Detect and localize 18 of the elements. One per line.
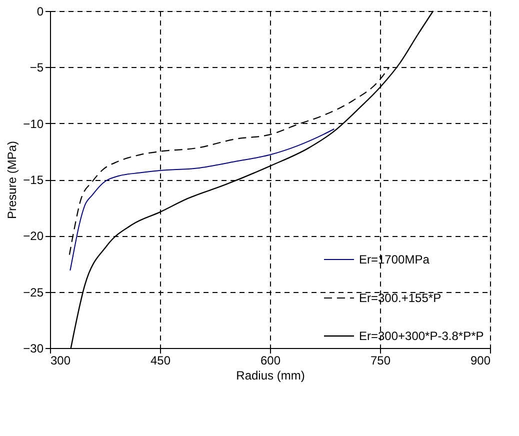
y-tick-label: −15	[23, 173, 44, 187]
x-axis-title: Radius (mm)	[236, 368, 305, 382]
x-tick-label: 750	[370, 354, 391, 368]
y-axis-title: Presure (MPa)	[5, 140, 20, 220]
x-tick-label: 450	[150, 354, 171, 368]
x-tick-label: 300	[50, 354, 71, 368]
x-tick-label: 900	[470, 354, 491, 368]
legend-label: Er=300.+155*P	[359, 291, 442, 305]
legend-label: Er=300+300*P-3.8*P*P	[359, 329, 484, 343]
line-series	[70, 128, 335, 271]
y-tick-label: 0	[36, 4, 44, 18]
y-tick-label: −25	[23, 285, 44, 300]
y-tick-label: −10	[23, 116, 44, 131]
y-tick-label: −20	[23, 229, 44, 244]
y-tick-label: −30	[23, 342, 44, 356]
y-tick-label: −5	[30, 60, 44, 75]
legend-label: Er=1700MPa	[359, 252, 430, 266]
x-tick-label: 600	[260, 354, 281, 368]
